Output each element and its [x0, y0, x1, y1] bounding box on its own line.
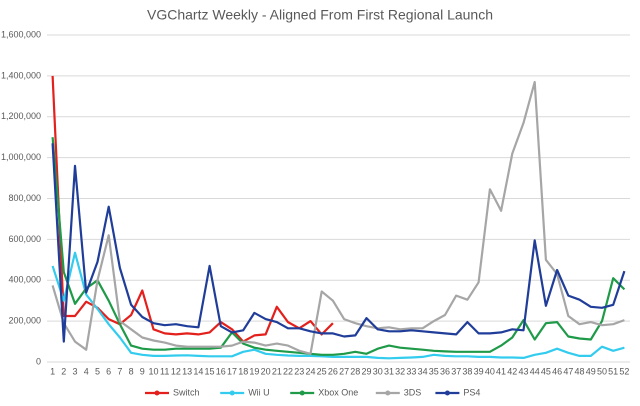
chart-title: VGChartz Weekly - Aligned From First Reg… — [147, 7, 493, 23]
x-tick-label: 21 — [272, 366, 282, 376]
x-tick-label: 11 — [160, 366, 169, 376]
x-tick-label: 31 — [384, 366, 394, 376]
legend-marker — [444, 390, 450, 396]
x-tick-label: 25 — [317, 366, 327, 376]
x-tick-label: 40 — [485, 366, 495, 376]
x-tick-label: 7 — [117, 366, 122, 376]
x-tick-label: 16 — [216, 366, 226, 376]
x-tick-label: 42 — [507, 366, 517, 376]
series-line — [51, 143, 626, 343]
x-tick-label: 15 — [205, 366, 215, 376]
y-tick-label: 200,000 — [8, 316, 41, 326]
x-tick-label: 26 — [328, 366, 338, 376]
x-tick-label: 45 — [541, 366, 551, 376]
x-tick-label: 13 — [182, 366, 192, 376]
x-tick-label: 28 — [350, 366, 360, 376]
y-tick-label: 600,000 — [8, 234, 41, 244]
y-tick-label: 0 — [36, 356, 41, 366]
legend-marker — [385, 390, 391, 396]
x-tick-label: 20 — [261, 366, 271, 376]
x-tick-label: 24 — [305, 366, 315, 376]
y-tick-label: 1,400,000 — [1, 70, 41, 80]
series-line — [51, 137, 626, 356]
x-tick-label: 47 — [563, 366, 573, 376]
x-tick-label: 36 — [440, 366, 450, 376]
x-tick-label: 4 — [84, 366, 89, 376]
series-line — [51, 80, 625, 355]
x-tick-label: 29 — [362, 366, 372, 376]
x-tick-label: 17 — [227, 366, 237, 376]
y-tick-label: 1,200,000 — [1, 111, 41, 121]
x-tick-label: 18 — [238, 366, 248, 376]
x-tick-label: 27 — [339, 366, 349, 376]
x-tick-label: 49 — [586, 366, 596, 376]
y-tick-label: 1,600,000 — [1, 29, 41, 39]
x-tick-label: 50 — [597, 366, 607, 376]
legend-marker — [154, 390, 160, 396]
x-tick-label: 22 — [283, 366, 293, 376]
legend-marker — [229, 390, 235, 396]
x-tick-label: 38 — [462, 366, 472, 376]
x-tick-label: 32 — [395, 366, 405, 376]
x-tick-label: 37 — [451, 366, 461, 376]
x-tick-label: 8 — [129, 366, 134, 376]
x-tick-label: 12 — [171, 366, 181, 376]
x-tick-label: 9 — [140, 366, 145, 376]
legend-label: 3DS — [404, 387, 422, 397]
series-line — [51, 251, 625, 360]
x-tick-label: 19 — [249, 366, 259, 376]
x-tick-label: 3 — [73, 366, 78, 376]
x-tick-label: 41 — [496, 366, 506, 376]
x-tick-label: 35 — [429, 366, 439, 376]
x-tick-label: 43 — [518, 366, 528, 376]
x-tick-label: 33 — [406, 366, 416, 376]
y-tick-label: 1,000,000 — [1, 152, 41, 162]
x-tick-label: 14 — [193, 366, 203, 376]
x-tick-label: 23 — [294, 366, 304, 376]
legend-label: Wii U — [248, 387, 270, 397]
x-tick-label: 30 — [373, 366, 383, 376]
legend-marker — [299, 390, 305, 396]
y-tick-label: 800,000 — [8, 193, 41, 203]
legend-label: Xbox One — [318, 387, 358, 397]
x-tick-label: 34 — [418, 366, 428, 376]
legend-label: PS4 — [463, 387, 480, 397]
x-tick-label: 46 — [552, 366, 562, 376]
legend-label: Switch — [173, 387, 200, 397]
x-tick-label: 51 — [608, 366, 618, 376]
x-tick-label: 1 — [50, 366, 55, 376]
x-tick-label: 44 — [530, 366, 540, 376]
x-tick-label: 5 — [95, 366, 100, 376]
y-tick-label: 400,000 — [8, 275, 41, 285]
x-tick-label: 6 — [106, 366, 111, 376]
x-tick-label: 48 — [575, 366, 585, 376]
x-tick-label: 52 — [619, 366, 629, 376]
x-tick-label: 10 — [149, 366, 159, 376]
x-tick-label: 2 — [61, 366, 66, 376]
x-tick-label: 39 — [474, 366, 484, 376]
